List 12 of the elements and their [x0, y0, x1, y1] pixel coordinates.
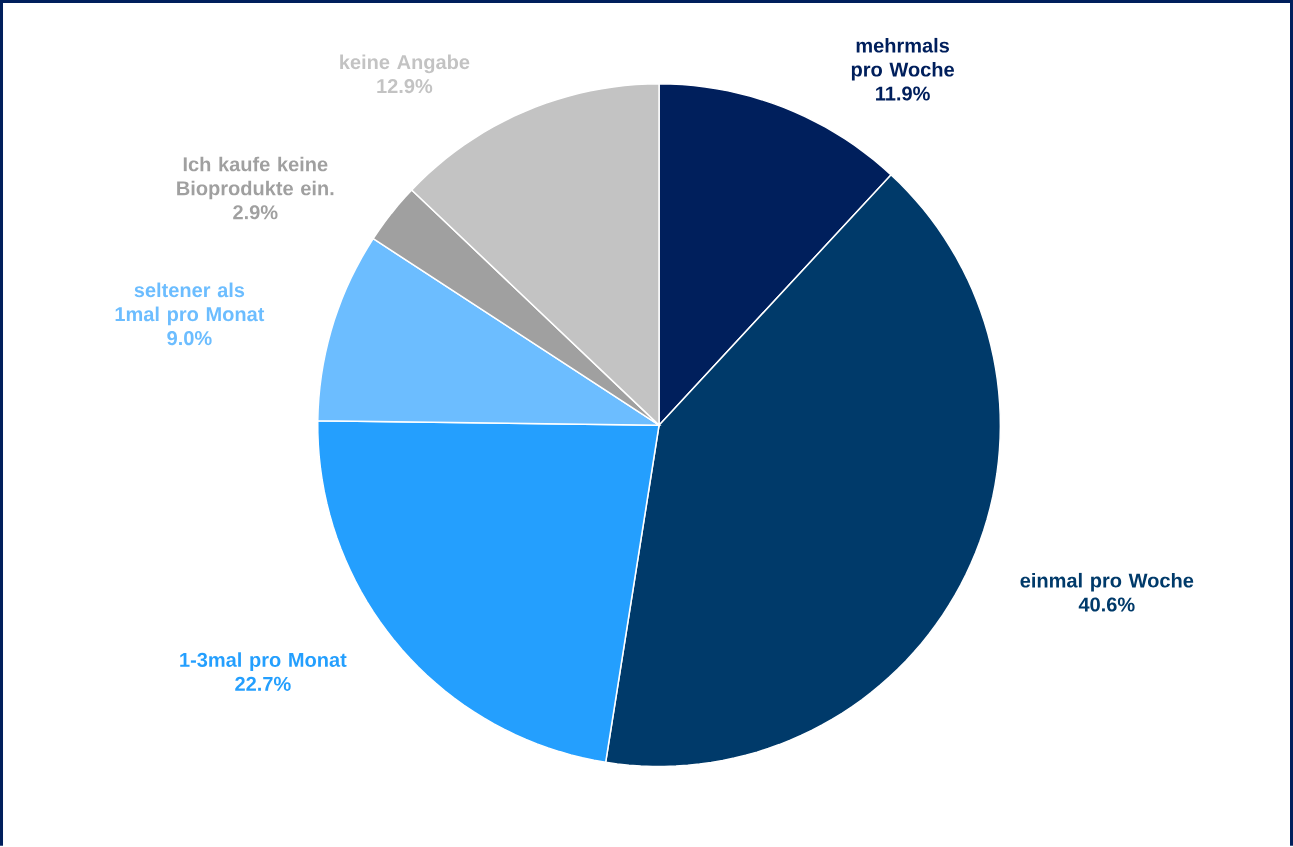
data-label: 40.6% — [1078, 597, 1135, 612]
slice-label: seltener als 1mal pro Monat — [115, 282, 265, 326]
slice-label: keine Angabe — [340, 54, 470, 74]
slice-label: Ich kaufe keine Bioprodukte ein. — [177, 156, 334, 200]
data-label: 12.9% — [377, 78, 433, 94]
data-label: 22.7% — [235, 676, 291, 691]
slice-label: 1-3mal pro Monat — [180, 652, 347, 671]
data-label: 2.9% — [233, 205, 278, 220]
data-label: 9.0% — [167, 330, 212, 346]
data-label: 11.9% — [876, 86, 930, 101]
slice-label: mehrmals pro Woche — [851, 37, 954, 81]
slice-label: einmal pro Woche — [1020, 572, 1194, 592]
